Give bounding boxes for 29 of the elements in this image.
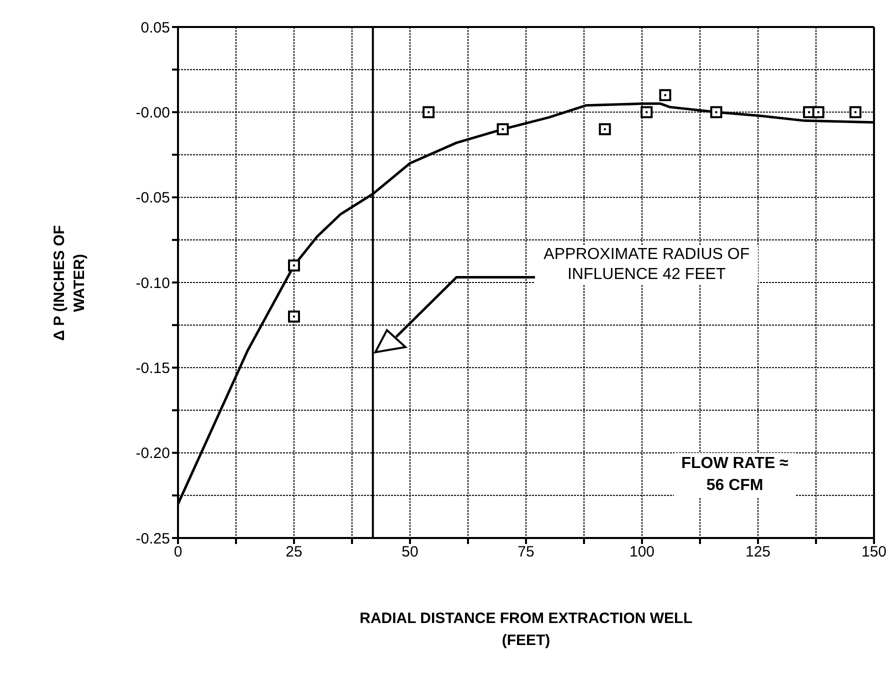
y-tick-label: -0.10 [136,274,170,292]
point [849,106,862,118]
y-tick-label: -0.20 [136,445,170,462]
point [710,106,722,118]
point [812,106,824,118]
x-tick-label: 100 [629,544,655,561]
x-tick-label: 125 [745,544,771,561]
point [640,106,653,118]
x-axis-title: RADIAL DISTANCE FROM EXTRACTION WELL (FEET) [358,609,694,651]
y-tick-label: -0.25 [136,530,170,548]
x-tick-label: 50 [402,544,418,561]
point [288,259,300,272]
y-axis-title: Δ P (INCHES OF WATER) [51,224,88,340]
point [422,106,435,118]
y-tick-label: 0.05 [140,19,170,36]
annotation: APPROXIMATE RADIUS OF INFLUENCE 42 FEET [535,245,758,286]
point [288,310,300,323]
y-tick-label: -0.00 [136,104,170,122]
point [598,123,611,136]
y-tick-label: -0.15 [136,360,170,377]
x-tick-label: 25 [286,544,302,561]
point [659,89,672,102]
point [803,106,816,118]
x-tick-label: 75 [518,544,534,561]
y-tick-label: -0.05 [136,190,170,207]
x-tick-label: 0 [174,544,182,561]
point [496,123,509,136]
x-tick-label: 150 [861,544,887,561]
annotation: FLOW RATE ≈ 56 CFM [674,452,796,497]
